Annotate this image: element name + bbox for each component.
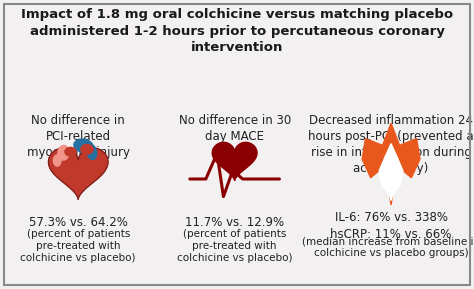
Ellipse shape [74, 139, 93, 153]
Text: (median increase from baseline in
colchicine vs placebo groups): (median increase from baseline in colchi… [302, 236, 474, 258]
Polygon shape [212, 142, 257, 181]
Text: 11.7% vs. 12.9%: 11.7% vs. 12.9% [185, 216, 284, 229]
Text: No difference in
PCI-related
myocardial injury: No difference in PCI-related myocardial … [27, 114, 130, 159]
Polygon shape [379, 144, 403, 201]
Text: 57.3% vs. 64.2%: 57.3% vs. 64.2% [29, 216, 128, 229]
Text: (percent of patients
pre-treated with
colchicine vs placebo): (percent of patients pre-treated with co… [177, 229, 292, 263]
Text: Impact of 1.8 mg oral colchicine versus matching placebo
administered 1-2 hours : Impact of 1.8 mg oral colchicine versus … [21, 8, 453, 54]
Ellipse shape [65, 147, 76, 156]
Text: IL-6: 76% vs. 338%
hsCRP: 11% vs. 66%: IL-6: 76% vs. 338% hsCRP: 11% vs. 66% [330, 211, 452, 240]
Ellipse shape [58, 145, 69, 160]
Text: Decreased inflammation 24
hours post-PCI (prevented a
rise in inflammation durin: Decreased inflammation 24 hours post-PCI… [308, 114, 474, 175]
Polygon shape [48, 148, 108, 199]
Text: (percent of patients
pre-treated with
colchicine vs placebo): (percent of patients pre-treated with co… [20, 229, 136, 263]
Ellipse shape [86, 144, 97, 160]
Ellipse shape [54, 155, 61, 166]
Text: No difference in 30
day MACE: No difference in 30 day MACE [179, 114, 291, 143]
Ellipse shape [81, 144, 93, 154]
Polygon shape [362, 123, 420, 205]
